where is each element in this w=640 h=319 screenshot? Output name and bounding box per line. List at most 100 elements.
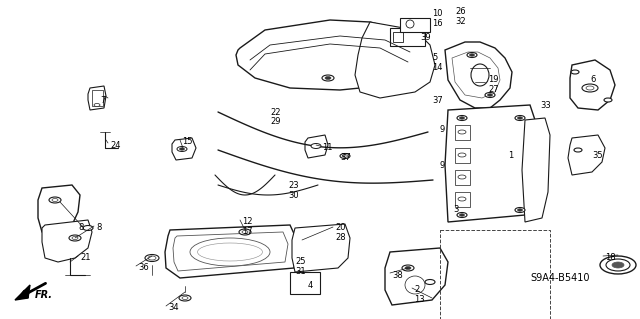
Bar	[290, 272, 320, 294]
Circle shape	[49, 197, 61, 203]
Circle shape	[322, 75, 334, 81]
Circle shape	[458, 130, 466, 134]
Polygon shape	[165, 225, 296, 278]
Text: 11: 11	[322, 144, 333, 152]
Text: 15: 15	[182, 137, 193, 146]
Text: 24: 24	[110, 140, 120, 150]
Circle shape	[458, 197, 466, 201]
Text: 8: 8	[96, 224, 101, 233]
Circle shape	[179, 295, 191, 301]
Bar	[455, 170, 470, 185]
Circle shape	[470, 54, 474, 56]
Polygon shape	[305, 135, 328, 158]
Circle shape	[574, 148, 582, 152]
Circle shape	[72, 236, 78, 240]
Circle shape	[340, 153, 350, 159]
Circle shape	[148, 256, 156, 260]
Ellipse shape	[406, 20, 414, 28]
Bar	[92, 90, 103, 106]
Text: 27: 27	[488, 85, 499, 94]
Polygon shape	[88, 86, 106, 110]
Text: 9: 9	[440, 160, 445, 169]
Circle shape	[52, 198, 58, 202]
Polygon shape	[355, 22, 435, 98]
Bar	[440, 230, 550, 319]
Text: 8: 8	[78, 224, 83, 233]
Polygon shape	[236, 20, 418, 90]
Circle shape	[239, 229, 251, 235]
Polygon shape	[15, 285, 30, 300]
Polygon shape	[452, 52, 500, 98]
Bar	[390, 28, 425, 46]
Bar	[400, 18, 430, 32]
Text: 17: 17	[242, 227, 253, 236]
Circle shape	[425, 279, 435, 285]
Circle shape	[342, 155, 348, 157]
Polygon shape	[522, 118, 550, 222]
Circle shape	[402, 265, 414, 271]
Circle shape	[460, 214, 465, 216]
Text: 31: 31	[295, 268, 306, 277]
Text: 5: 5	[432, 54, 437, 63]
Polygon shape	[568, 135, 605, 175]
Polygon shape	[172, 138, 196, 160]
Text: 16: 16	[432, 19, 443, 28]
Circle shape	[600, 256, 636, 274]
Polygon shape	[42, 220, 92, 262]
Text: 19: 19	[488, 76, 499, 85]
Bar	[455, 125, 470, 140]
Circle shape	[515, 207, 525, 212]
Text: 7: 7	[100, 95, 106, 105]
Circle shape	[405, 266, 411, 270]
Polygon shape	[292, 224, 350, 272]
Circle shape	[582, 84, 598, 92]
Circle shape	[69, 235, 81, 241]
Circle shape	[179, 148, 184, 150]
Text: 23: 23	[288, 181, 299, 189]
Text: 13: 13	[414, 295, 424, 305]
Text: 12: 12	[242, 218, 253, 226]
Text: 9: 9	[440, 125, 445, 135]
Text: 28: 28	[335, 234, 346, 242]
Polygon shape	[570, 60, 615, 110]
Circle shape	[457, 212, 467, 218]
Text: 3: 3	[453, 205, 458, 214]
Circle shape	[485, 93, 495, 98]
Circle shape	[518, 117, 522, 119]
Circle shape	[515, 115, 525, 121]
Circle shape	[177, 146, 187, 152]
Circle shape	[94, 103, 100, 107]
Circle shape	[325, 77, 331, 79]
Ellipse shape	[471, 64, 489, 86]
Circle shape	[182, 296, 188, 300]
Polygon shape	[385, 248, 448, 305]
Text: 18: 18	[605, 254, 616, 263]
Text: 39: 39	[420, 33, 431, 42]
Text: 14: 14	[432, 63, 442, 72]
Polygon shape	[445, 42, 512, 108]
Text: 25: 25	[295, 257, 305, 266]
Text: 22: 22	[270, 108, 280, 116]
Circle shape	[604, 98, 612, 102]
Text: 26: 26	[455, 8, 466, 17]
Polygon shape	[38, 185, 80, 235]
Circle shape	[606, 259, 630, 271]
Circle shape	[571, 70, 579, 74]
Bar	[455, 192, 470, 207]
Circle shape	[458, 175, 466, 179]
Text: FR.: FR.	[35, 290, 53, 300]
Circle shape	[457, 115, 467, 121]
Bar	[455, 148, 470, 163]
Circle shape	[242, 231, 248, 234]
Text: 35: 35	[592, 151, 603, 160]
Circle shape	[467, 53, 477, 57]
Circle shape	[458, 153, 466, 157]
Text: 37: 37	[340, 153, 351, 162]
Circle shape	[460, 117, 465, 119]
Ellipse shape	[405, 276, 425, 294]
Polygon shape	[173, 232, 288, 271]
Text: 4: 4	[308, 280, 313, 290]
Text: 2: 2	[414, 286, 419, 294]
Circle shape	[518, 209, 522, 211]
Text: 29: 29	[270, 117, 280, 127]
